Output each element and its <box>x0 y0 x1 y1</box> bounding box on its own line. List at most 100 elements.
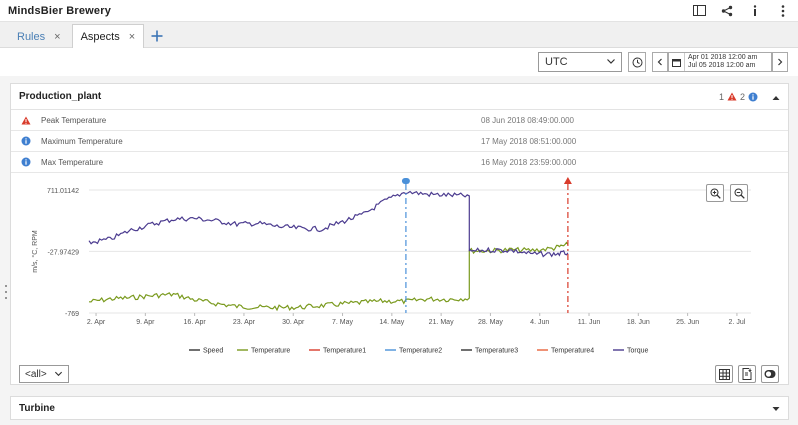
info-icon[interactable] <box>748 4 762 18</box>
export-file-icon <box>742 368 752 380</box>
x-tick-label: 21. May <box>429 319 454 326</box>
y-axis-label: m/s, °C, RPM <box>31 230 39 273</box>
aspect-panel-production-plant: Production_plant 1 2 Peak Temperature 08… <box>10 83 789 385</box>
event-time: 08 Jun 2018 08:49:00.000 <box>481 115 574 125</box>
x-tick-label: 16. Apr <box>184 319 207 326</box>
x-tick-label: 7. May <box>332 319 354 326</box>
clock-icon <box>632 57 642 67</box>
chart-area: 711.01142 -27.97429 -769 m/s, °C, RPM 2. Apr… <box>11 174 788 384</box>
date-to: Jul 05 2018 12:00 am <box>688 62 756 69</box>
tab-rules[interactable]: Rules × <box>8 25 70 47</box>
add-tab-button[interactable] <box>146 25 168 47</box>
event-row[interactable]: Peak Temperature 08 Jun 2018 08:49:00.00… <box>11 110 788 131</box>
x-tick-label: 2. Jul <box>729 319 746 326</box>
warning-triangle-icon <box>727 92 737 101</box>
event-name: Maximum Temperature <box>41 136 123 146</box>
clock-button[interactable] <box>628 52 646 72</box>
timezone-value: UTC <box>545 56 568 68</box>
toggle-icon <box>764 370 776 378</box>
previous-range-button[interactable] <box>652 52 668 72</box>
more-vertical-icon[interactable] <box>776 4 790 18</box>
date-range-picker[interactable]: Apr 01 2018 12:00 am Jul 05 2018 12:00 a… <box>668 52 772 72</box>
line-chart[interactable]: 711.01142 -27.97429 -769 m/s, °C, RPM 2. Apr… <box>11 174 788 360</box>
legend-item: Temperature <box>251 348 290 355</box>
calendar-icon <box>669 53 685 71</box>
event-row[interactable]: Maximum Temperature 17 May 2018 08:51:00… <box>11 131 788 152</box>
legend-item: Temperature4 <box>551 348 594 355</box>
time-toolbar: UTC Apr 01 2018 12:00 am Jul 05 2018 12:… <box>0 48 798 76</box>
event-name: Peak Temperature <box>41 115 107 125</box>
legend-item: Speed <box>203 348 223 355</box>
x-tick-label: 11. Jun <box>578 319 601 326</box>
export-button[interactable] <box>738 365 756 383</box>
info-marker-icon <box>401 178 410 184</box>
close-icon[interactable]: × <box>54 30 61 43</box>
drag-handle-icon[interactable] <box>3 285 9 299</box>
zoom-in-icon <box>710 188 721 199</box>
event-time: 17 May 2018 08:51:00.000 <box>481 136 577 146</box>
panel-title: Turbine <box>19 402 55 414</box>
panel-layout-icon[interactable] <box>692 4 706 18</box>
event-counts: 1 2 <box>719 92 758 102</box>
panel-header[interactable]: Production_plant 1 2 <box>11 84 788 110</box>
event-name: Max Temperature <box>41 157 104 167</box>
app-title: MindsBier Brewery <box>8 4 112 17</box>
panel-title: Production_plant <box>19 91 102 102</box>
tab-label: Aspects <box>80 30 120 43</box>
table-view-button[interactable] <box>715 365 733 383</box>
close-icon[interactable]: × <box>128 30 136 43</box>
info-circle-icon <box>21 136 31 146</box>
next-range-button[interactable] <box>772 52 788 72</box>
warning-triangle-icon <box>21 116 31 124</box>
top-bar: MindsBier Brewery <box>0 0 798 22</box>
chevron-left-icon <box>657 58 662 66</box>
x-tick-label: 4. Jun <box>530 319 549 326</box>
y-tick-label: -769 <box>65 311 79 318</box>
tab-bar: Rules × Aspects × <box>0 22 798 48</box>
chevron-down-icon[interactable] <box>772 399 780 417</box>
tab-label: Rules <box>17 30 46 43</box>
tab-aspects[interactable]: Aspects × <box>71 24 145 48</box>
chevron-up-icon[interactable] <box>772 88 780 106</box>
legend-item: Temperature2 <box>399 348 442 355</box>
x-tick-label: 2. Apr <box>87 319 106 326</box>
warning-count: 1 <box>718 91 724 102</box>
zoom-in-button[interactable] <box>706 184 724 202</box>
timezone-select[interactable]: UTC <box>538 52 622 72</box>
x-tick-label: 28. May <box>478 319 503 326</box>
series-line-torque <box>88 190 569 258</box>
series-line-temperature <box>88 241 569 312</box>
y-tick-label: -27.97429 <box>47 249 79 256</box>
x-tick-label: 14. May <box>379 319 404 326</box>
x-tick-label: 25. Jun <box>676 319 699 326</box>
top-icons <box>692 4 790 18</box>
x-tick-label: 30. Apr <box>282 319 305 326</box>
date-from: Apr 01 2018 12:00 am <box>688 54 758 61</box>
zoom-out-button[interactable] <box>730 184 748 202</box>
chevron-down-icon <box>54 369 63 381</box>
zoom-out-icon <box>734 188 745 199</box>
event-time: 16 May 2018 23:59:00.000 <box>481 157 577 167</box>
info-circle-icon <box>21 157 31 167</box>
chevron-right-icon <box>778 58 783 66</box>
aspect-filter-select[interactable]: <all> <box>19 365 69 383</box>
chevron-down-icon <box>606 56 616 69</box>
date-range-text: Apr 01 2018 12:00 am Jul 05 2018 12:00 a… <box>685 54 757 70</box>
aspect-filter-value: <all> <box>25 368 47 380</box>
toggle-view-button[interactable] <box>761 365 779 383</box>
legend-item: Torque <box>627 348 649 355</box>
plus-icon <box>151 30 163 42</box>
y-tick-label: 711.01142 <box>47 188 79 195</box>
aspect-panel-turbine[interactable]: Turbine <box>10 396 789 420</box>
legend-item: Temperature1 <box>323 348 366 355</box>
warning-marker-icon <box>563 177 572 184</box>
legend-item: Temperature3 <box>475 348 518 355</box>
info-count: 2 <box>739 91 745 102</box>
info-circle-icon <box>748 92 758 101</box>
x-tick-label: 18. Jun <box>627 319 650 326</box>
x-tick-label: 9. Apr <box>136 319 155 326</box>
share-icon[interactable] <box>720 4 734 18</box>
event-row[interactable]: Max Temperature 16 May 2018 23:59:00.000 <box>11 152 788 173</box>
x-tick-label: 23. Apr <box>233 319 256 326</box>
